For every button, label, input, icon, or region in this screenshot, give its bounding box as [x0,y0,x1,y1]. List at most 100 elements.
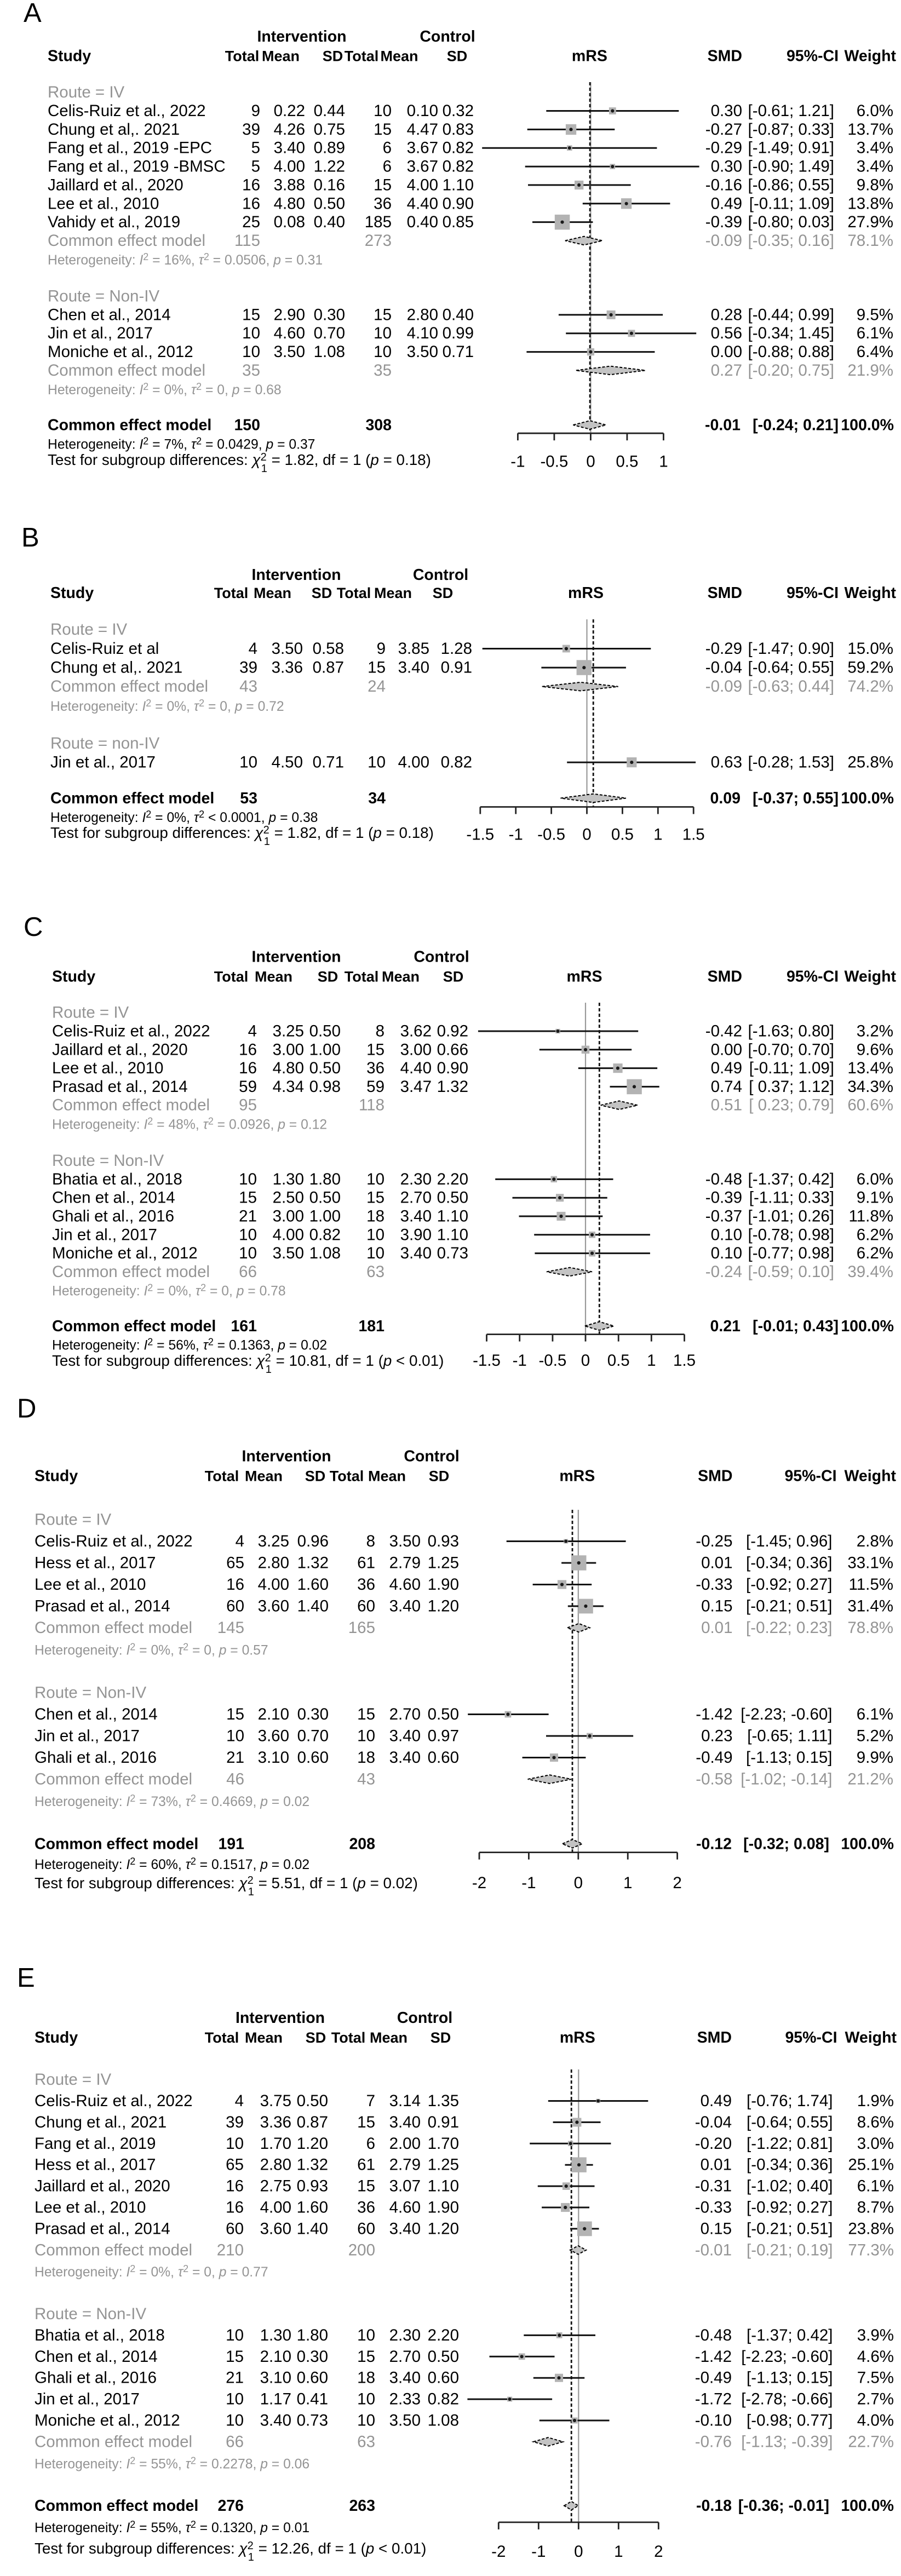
svg-text:-1: -1 [510,453,525,471]
svg-text:-1.5: -1.5 [466,826,494,844]
svg-text:[-0.34; 1.45]: [-0.34; 1.45] [748,324,834,342]
svg-text:mRS: mRS [560,2029,595,2046]
svg-text:0: 0 [581,1352,590,1370]
svg-text:1.08: 1.08 [428,2412,459,2430]
svg-text:Control: Control [413,566,468,584]
svg-text:15: 15 [357,1705,375,1723]
svg-text:2.80: 2.80 [260,2156,291,2174]
svg-text:0.01: 0.01 [701,2156,732,2174]
svg-text:[-0.34; 0.36]: [-0.34; 0.36] [746,1554,832,1572]
svg-text:Common effect model: Common effect model [35,1619,192,1637]
svg-text:78.1%: 78.1% [847,232,893,250]
svg-text:Fang et al., 2019: Fang et al., 2019 [35,2135,156,2153]
svg-text:3.62: 3.62 [400,1022,432,1040]
svg-text:59: 59 [239,1078,257,1096]
svg-text:[-0.90; 1.49]: [-0.90; 1.49] [748,158,834,176]
svg-text:1.5: 1.5 [682,826,705,844]
svg-text:4.50: 4.50 [272,754,303,772]
svg-text:-0.33: -0.33 [696,1576,732,1594]
svg-text:34: 34 [368,790,386,807]
svg-text:8.7%: 8.7% [857,2199,894,2217]
svg-text:181: 181 [358,1318,384,1335]
svg-text:-0.58: -0.58 [696,1770,732,1789]
svg-text:0.50: 0.50 [314,194,345,212]
svg-text:E: E [17,1963,35,1993]
svg-text:Common effect model: Common effect model [35,1835,198,1853]
svg-text:Prasad et al., 2014: Prasad et al., 2014 [35,2220,170,2238]
svg-text:16: 16 [226,2199,244,2217]
svg-text:C: C [24,912,43,942]
svg-text:36: 36 [357,2199,375,2217]
svg-text:31.4%: 31.4% [847,1597,893,1615]
svg-text:16: 16 [242,176,260,194]
svg-text:2.20: 2.20 [437,1170,468,1188]
svg-text:2.80: 2.80 [407,306,438,324]
svg-text:3.67: 3.67 [407,139,438,157]
svg-text:0.75: 0.75 [314,120,345,139]
svg-text:6.1%: 6.1% [857,324,893,342]
svg-text:Weight: Weight [845,48,897,65]
svg-text:15.0%: 15.0% [847,640,893,658]
svg-text:0.91: 0.91 [441,659,472,677]
svg-text:18: 18 [357,1749,375,1767]
svg-text:[-1.13; -0.39]: [-1.13; -0.39] [741,2433,833,2451]
svg-text:10: 10 [374,324,392,342]
svg-text:0.00: 0.00 [711,343,742,361]
svg-text:3.40: 3.40 [389,1727,421,1745]
svg-text:Chen et al., 2014: Chen et al., 2014 [35,2348,158,2366]
svg-text:Heterogeneity: I2​ = 56%, τ2​: Heterogeneity: I2​ = 56%, τ2​ = 0.1363, … [52,1337,327,1353]
svg-text:0.30: 0.30 [297,1705,329,1723]
svg-text:Heterogeneity: I2​ = 73%, τ2​: Heterogeneity: I2​ = 73%, τ2​ = 0.4669, … [35,1793,309,1809]
svg-text:9.9%: 9.9% [857,1749,893,1767]
svg-text:6.0%: 6.0% [857,102,893,120]
svg-text:3.88: 3.88 [274,176,305,194]
svg-text:4.00: 4.00 [274,158,305,176]
svg-text:10: 10 [357,2390,375,2408]
svg-text:1.20: 1.20 [428,2220,459,2238]
svg-text:36: 36 [357,1576,375,1594]
svg-text:[-0.98; 0.77]: [-0.98; 0.77] [747,2412,833,2430]
svg-text:0.71: 0.71 [443,343,474,361]
svg-text:[-0.21; 0.51]: [-0.21; 0.51] [747,2220,833,2238]
svg-text:18: 18 [357,2369,375,2387]
svg-text:3.40: 3.40 [400,1208,432,1226]
svg-text:-0.01: -0.01 [695,2241,732,2259]
svg-text:Intervention: Intervention [251,948,341,966]
svg-text:210: 210 [217,2241,244,2259]
svg-text:Bhatia et al., 2018: Bhatia et al., 2018 [52,1170,182,1188]
svg-text:Celis-Ruiz et al., 2022: Celis-Ruiz et al., 2022 [52,1022,210,1040]
svg-text:0.41: 0.41 [297,2390,328,2408]
svg-text:[-2.23; -0.60]: [-2.23; -0.60] [741,1705,832,1723]
svg-text:1.40: 1.40 [297,1597,329,1615]
svg-text:2.70: 2.70 [389,1705,421,1723]
svg-text:3.4%: 3.4% [857,158,893,176]
svg-text:Mean: Mean [245,1468,283,1485]
svg-text:60: 60 [226,2220,244,2238]
svg-text:0.82: 0.82 [443,158,474,176]
svg-text:0.01: 0.01 [701,1554,732,1572]
svg-text:[-0.01; 0.43]: [-0.01; 0.43] [753,1318,839,1335]
svg-text:0.40: 0.40 [407,213,438,231]
svg-text:Ghali et al., 2016: Ghali et al., 2016 [35,1749,157,1767]
svg-text:13.8%: 13.8% [847,194,893,212]
svg-text:15: 15 [374,120,392,139]
svg-text:16: 16 [239,1040,257,1059]
svg-text:0.90: 0.90 [443,194,474,212]
svg-text:0.50: 0.50 [309,1189,341,1207]
svg-text:Heterogeneity: I2​ = 60%, τ2​: Heterogeneity: I2​ = 60%, τ2​ = 0.1517, … [35,1856,309,1872]
svg-text:4.26: 4.26 [274,120,305,139]
svg-text:273: 273 [365,232,392,250]
svg-text:8: 8 [376,1022,384,1040]
svg-text:Study: Study [35,2029,78,2046]
svg-text:Common effect model: Common effect model [35,2433,192,2451]
svg-text:Heterogeneity: I2​ = 0%, τ2​ =: Heterogeneity: I2​ = 0%, τ2​ = 0, p = 0.… [50,698,284,714]
svg-text:4.0%: 4.0% [857,2412,894,2430]
svg-text:Study: Study [35,1468,78,1485]
svg-text:Heterogeneity: I2​ = 55%, τ2​: Heterogeneity: I2​ = 55%, τ2​ = 0.2278, … [35,2455,309,2471]
svg-text:10: 10 [226,2412,244,2430]
svg-text:2.7%: 2.7% [857,2390,894,2408]
svg-text:Common effect model: Common effect model [50,790,214,807]
svg-text:3.50: 3.50 [389,1532,421,1550]
svg-text:3.07: 3.07 [389,2177,421,2195]
svg-text:[-1.13; 0.15]: [-1.13; 0.15] [746,1749,832,1767]
